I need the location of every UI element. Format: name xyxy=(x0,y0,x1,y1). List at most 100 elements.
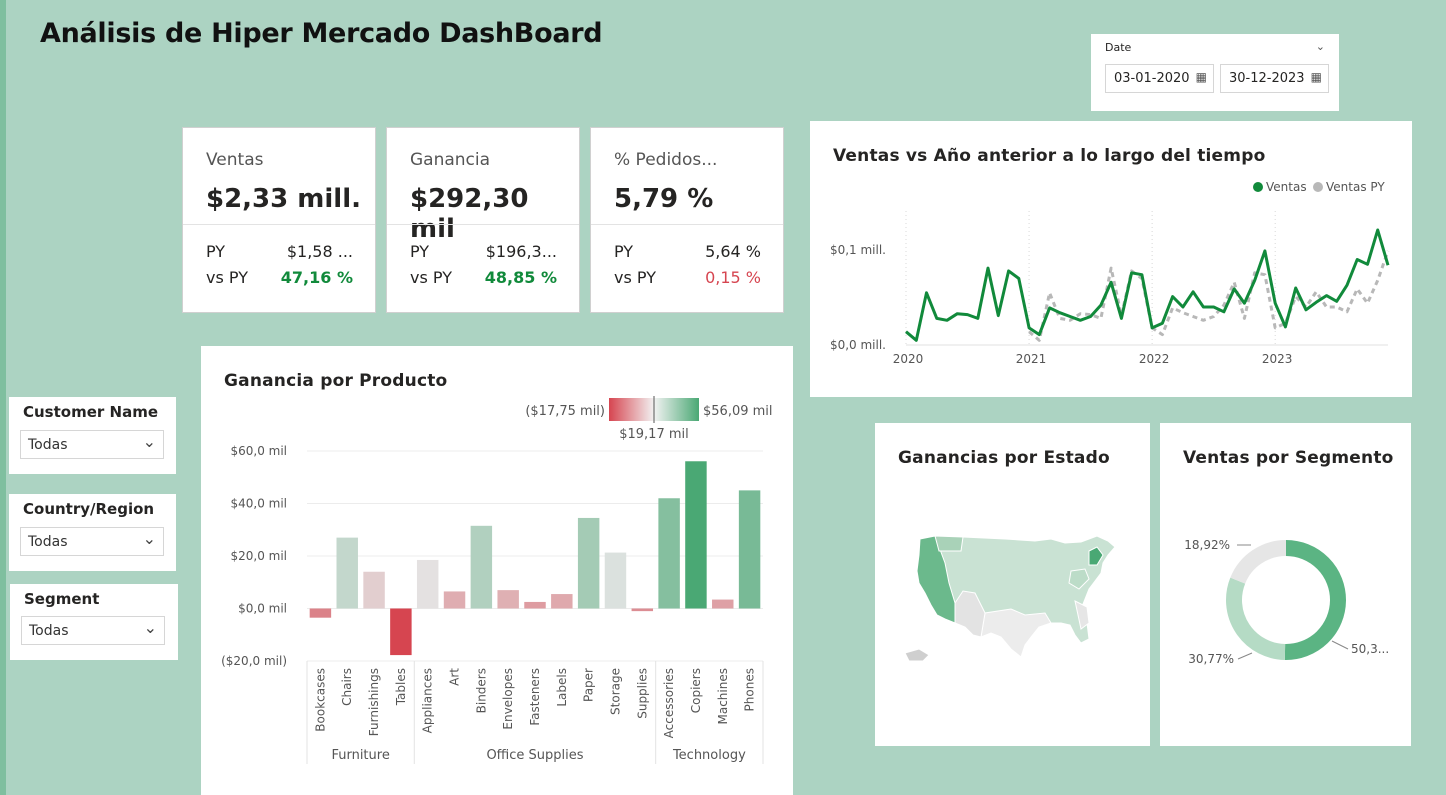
bar-tables[interactable] xyxy=(390,608,412,656)
bar-appliances[interactable] xyxy=(416,559,439,609)
bar-envelopes[interactable] xyxy=(497,590,519,609)
slicer-label: Country/Region xyxy=(23,500,155,518)
date-slicer: Date ⌄ 03-01-2020 ▦ 30-12-2023 ▦ xyxy=(1091,34,1339,111)
kpi-vs-value: 47,16 % xyxy=(280,268,353,287)
ventas-line[interactable] xyxy=(905,228,1390,342)
kpi-title: Ganancia xyxy=(410,150,491,170)
bar-group-label: Technology xyxy=(672,748,746,763)
customer-name-dropdown[interactable]: Todas ⌄ xyxy=(20,430,164,459)
donut-slice[interactable] xyxy=(1284,540,1346,660)
map-panel[interactable]: Ganancias por Estado xyxy=(875,423,1150,746)
ventas-py-line[interactable] xyxy=(1028,250,1390,342)
state-ohio[interactable] xyxy=(1068,568,1090,590)
donut-title: Ventas por Segmento xyxy=(1183,448,1394,468)
bar-x-tick-label: Copiers xyxy=(689,668,703,713)
bar-y-tick-label: $20,0 mil xyxy=(230,549,287,563)
chevron-down-icon[interactable]: ⌄ xyxy=(142,529,156,548)
state-new-york[interactable] xyxy=(1088,546,1104,566)
donut-slice[interactable] xyxy=(1226,577,1286,660)
label-leader xyxy=(1331,640,1349,650)
donut-label-consumer: 50,3... xyxy=(1351,642,1389,656)
end-date-value: 30-12-2023 xyxy=(1229,71,1305,86)
bar-accessories[interactable] xyxy=(658,498,680,609)
kpi-vs-label: vs PY xyxy=(410,268,452,287)
line-y-tick-label: $0,1 mill. xyxy=(830,243,886,257)
donut-label-corporate: 30,77% xyxy=(1188,652,1234,666)
line-chart: Ventas Ventas PY 2020 2021 2022 2023 $0,0 mi… xyxy=(830,180,1390,366)
bar-bookcases[interactable] xyxy=(309,608,332,618)
dropdown-value: Todas xyxy=(28,534,68,550)
bar-x-tick-label: Storage xyxy=(608,668,622,715)
line-chart-panel[interactable]: Ventas vs Año anterior a lo largo del ti… xyxy=(810,121,1412,397)
donut-panel[interactable]: Ventas por Segmento 18,92% 30,77% 50,3..… xyxy=(1160,423,1411,746)
calendar-icon[interactable]: ▦ xyxy=(1195,70,1207,84)
kpi-value: $2,33 mill. xyxy=(206,184,361,214)
kpi-vs-value: 0,15 % xyxy=(705,268,761,287)
bar-labels[interactable] xyxy=(551,594,573,609)
slicer-country-region: Country/Region Todas ⌄ xyxy=(9,494,176,571)
calendar-icon[interactable]: ▦ xyxy=(1310,70,1322,84)
bar-art[interactable] xyxy=(443,591,466,609)
bar-furnishings[interactable] xyxy=(363,571,385,609)
bar-supplies[interactable] xyxy=(631,608,654,612)
state-arizona[interactable] xyxy=(954,590,986,638)
slicer-label: Customer Name xyxy=(23,403,158,421)
kpi-vs-label: vs PY xyxy=(206,268,248,287)
kpi-title: Ventas xyxy=(206,150,264,170)
chevron-down-icon[interactable]: ⌄ xyxy=(1315,40,1325,53)
slicer-label: Segment xyxy=(24,590,100,608)
bar-fasteners[interactable] xyxy=(524,601,546,609)
bar-copiers[interactable] xyxy=(685,461,707,609)
legend-ventas-label: Ventas xyxy=(1266,180,1307,194)
state-texas[interactable] xyxy=(980,608,1052,658)
bar-chairs[interactable] xyxy=(336,537,358,609)
state-washington[interactable] xyxy=(934,535,964,552)
start-date-value: 03-01-2020 xyxy=(1114,71,1190,86)
bar-phones[interactable] xyxy=(738,490,761,609)
state-california[interactable] xyxy=(916,535,956,624)
bar-x-tick-label: Supplies xyxy=(635,668,649,719)
donut-chart: 18,92% 30,77% 50,3... xyxy=(1184,538,1389,666)
kpi-py-value: $1,58 ... xyxy=(286,242,353,261)
country-region-dropdown[interactable]: Todas ⌄ xyxy=(20,527,164,556)
bar-x-tick-label: Art xyxy=(448,668,462,686)
donut-label-consumer-home: 18,92% xyxy=(1184,538,1230,552)
line-x-tick-label: 2023 xyxy=(1262,352,1293,366)
bar-y-tick-label: $60,0 mil xyxy=(230,444,287,458)
kpi-vs-label: vs PY xyxy=(614,268,656,287)
end-date-input[interactable]: 30-12-2023 ▦ xyxy=(1220,64,1329,93)
slicer-segment: Segment Todas ⌄ xyxy=(10,584,178,660)
slicer-customer-name: Customer Name Todas ⌄ xyxy=(9,397,176,474)
bar-x-tick-label: Fasteners xyxy=(528,668,542,726)
chevron-down-icon[interactable]: ⌄ xyxy=(143,618,157,637)
dropdown-value: Todas xyxy=(29,623,69,639)
bar-x-tick-label: Chairs xyxy=(340,668,354,706)
map-title: Ganancias por Estado xyxy=(898,448,1110,468)
kpi-card-pedidos[interactable]: % Pedidos... 5,79 % PY 5,64 % vs PY 0,15 % xyxy=(590,127,784,313)
bar-x-tick-label: Bookcases xyxy=(313,668,327,732)
legend-ventas-py-marker xyxy=(1313,182,1323,192)
bar-binders[interactable] xyxy=(470,525,493,609)
segment-dropdown[interactable]: Todas ⌄ xyxy=(21,616,165,645)
bar-y-tick-label: $0,0 mil xyxy=(238,602,287,616)
legend-mid-label: $19,17 mil xyxy=(619,427,689,442)
state-alaska[interactable] xyxy=(904,648,930,662)
legend-max-label: $56,09 mil xyxy=(703,404,773,419)
start-date-input[interactable]: 03-01-2020 ▦ xyxy=(1105,64,1214,93)
bar-group-label: Furniture xyxy=(331,748,389,763)
chevron-down-icon[interactable]: ⌄ xyxy=(142,432,156,451)
donut-slice[interactable] xyxy=(1230,540,1287,584)
kpi-card-ganancia[interactable]: Ganancia $292,30 mil PY $196,3... vs PY 48… xyxy=(386,127,580,313)
bar-storage[interactable] xyxy=(604,552,627,609)
state-florida[interactable] xyxy=(1074,600,1090,630)
legend-ventas-py-label: Ventas PY xyxy=(1326,180,1385,194)
kpi-vs-value: 48,85 % xyxy=(484,268,557,287)
bar-x-tick-label: Phones xyxy=(743,668,757,711)
bar-machines[interactable] xyxy=(712,599,734,609)
bar-x-tick-label: Paper xyxy=(582,668,596,702)
us-map[interactable] xyxy=(875,423,1150,746)
bar-chart-panel[interactable]: Ganancia por Producto ($17,75 mil) $56,0… xyxy=(201,346,793,795)
bar-x-tick-label: Envelopes xyxy=(501,668,515,730)
bar-paper[interactable] xyxy=(577,517,600,609)
kpi-card-ventas[interactable]: Ventas $2,33 mill. PY $1,58 ... vs PY 47,1… xyxy=(182,127,376,313)
